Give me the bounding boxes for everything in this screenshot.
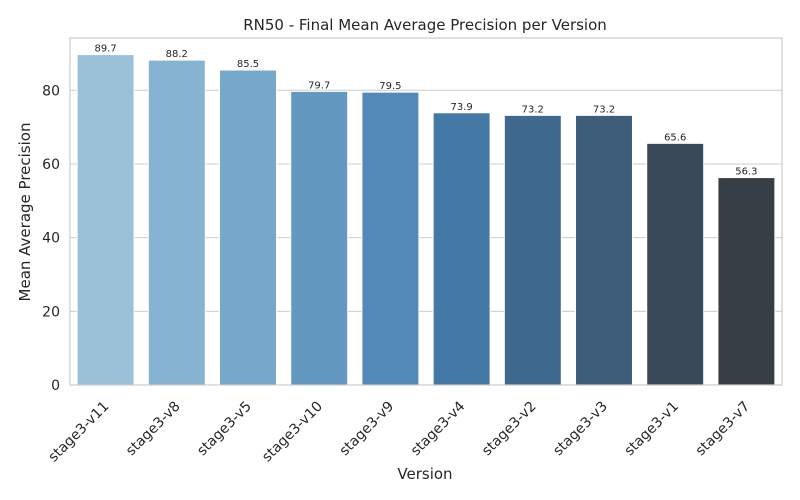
value-label: 65.6 xyxy=(664,132,686,143)
value-label: 85.5 xyxy=(237,59,259,70)
value-label: 88.2 xyxy=(166,49,188,60)
value-label: 79.7 xyxy=(308,80,330,91)
x-tick-label: stage3-v11 xyxy=(46,399,113,466)
value-label: 56.3 xyxy=(735,167,757,178)
value-label: 73.2 xyxy=(522,104,544,115)
bar-stage3-v8 xyxy=(147,59,206,386)
plot-frame xyxy=(69,37,783,386)
x-tick-label: stage3-v9 xyxy=(337,399,398,460)
y-tick-labels: 0 20 40 60 80 xyxy=(42,83,60,394)
bar-stage3-v4 xyxy=(432,112,491,386)
y-tick-label: 20 xyxy=(42,304,60,320)
bar-stage3-v5 xyxy=(219,69,277,386)
x-tick-label: stage3-v2 xyxy=(479,399,540,460)
value-label: 79.5 xyxy=(379,81,401,92)
x-tick-labels: stage3-v11 stage3-v8 stage3-v5 stage3-v10 st… xyxy=(46,398,754,465)
y-tick-label: 0 xyxy=(51,378,60,394)
chart-title: RN50 - Final Mean Average Precision per … xyxy=(243,16,607,34)
x-tick-label: stage3-v4 xyxy=(408,398,469,459)
value-label: 73.2 xyxy=(593,104,615,115)
y-tick-label: 60 xyxy=(42,157,60,173)
bar-stage3-v1 xyxy=(646,142,705,386)
value-labels: 89.7 88.2 85.5 79.7 79.5 73.9 73.2 73.2 65.6 56.3 xyxy=(94,44,757,178)
x-tick-label: stage3-v1 xyxy=(621,399,682,460)
bar-stage3-v3 xyxy=(575,114,633,386)
y-tick-label: 80 xyxy=(42,83,60,99)
x-tick-label: stage3-v5 xyxy=(194,399,255,460)
bar-stage3-v2 xyxy=(503,114,562,386)
x-tick-label: stage3-v10 xyxy=(259,399,326,466)
bar-stage3-v7 xyxy=(717,177,776,386)
x-axis-label: Version xyxy=(397,465,452,483)
y-tick-label: 40 xyxy=(42,231,60,247)
x-tick-label: stage3-v3 xyxy=(550,399,611,460)
value-label: 89.7 xyxy=(94,44,116,55)
bar-stage3-v11 xyxy=(76,54,135,386)
bars xyxy=(76,54,776,386)
y-axis-label: Mean Average Precision xyxy=(16,123,34,302)
value-label: 73.9 xyxy=(450,102,472,113)
x-tick-label: stage3-v8 xyxy=(123,399,184,460)
x-tick-label: stage3-v7 xyxy=(693,399,754,460)
bar-stage3-v9 xyxy=(361,91,420,386)
bar-stage3-v10 xyxy=(290,90,349,386)
